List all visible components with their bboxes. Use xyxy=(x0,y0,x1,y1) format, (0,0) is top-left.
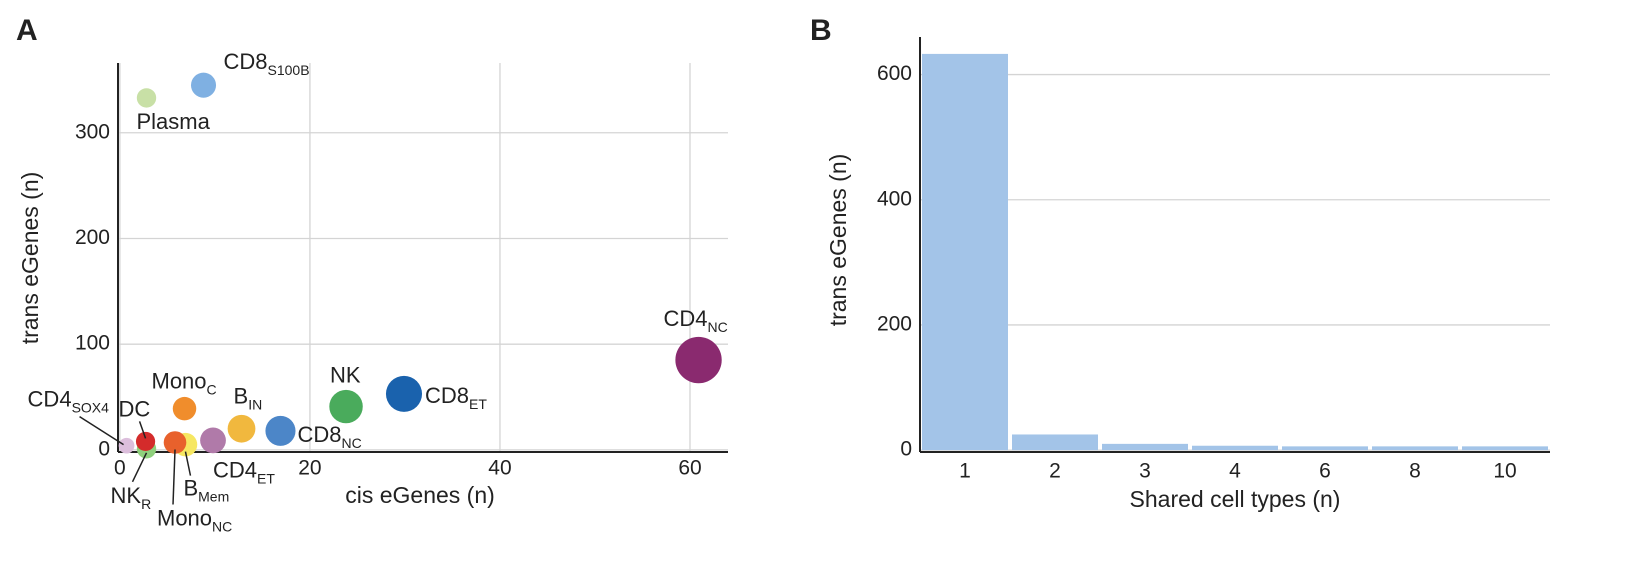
point-label: CD8NC xyxy=(297,422,361,451)
leader-line xyxy=(172,449,176,505)
panel-letter: A xyxy=(16,14,38,47)
point-label-name: CD8 xyxy=(425,383,469,408)
x-tick-label: 4 xyxy=(1229,460,1241,483)
point-label: Plasma xyxy=(137,109,211,134)
point xyxy=(136,88,157,108)
point-label: BMem xyxy=(183,475,229,504)
point-label: MonoC xyxy=(152,368,217,397)
point-label: NKR xyxy=(111,483,152,512)
bar xyxy=(1012,434,1098,451)
point-label: CD8S100B xyxy=(224,49,310,78)
point-label-sub: S100B xyxy=(268,62,310,78)
point-label: BIN xyxy=(234,384,263,413)
y-tick-label: 300 xyxy=(75,120,110,143)
point-label-name: CD4 xyxy=(213,457,257,482)
point-label: MonoNC xyxy=(157,505,232,534)
y-tick-label: 200 xyxy=(75,226,110,249)
point-label-sub: NC xyxy=(708,319,728,335)
point xyxy=(135,431,156,452)
bar xyxy=(1372,446,1458,451)
point-label-name: DC xyxy=(119,396,151,421)
x-tick-label: 6 xyxy=(1319,460,1331,483)
y-tick-label: 0 xyxy=(98,437,110,460)
point xyxy=(172,396,197,421)
point-label: CD4ET xyxy=(213,457,275,486)
x-tick-label: 40 xyxy=(488,457,511,480)
point-label: CD8ET xyxy=(425,383,487,412)
point-label-sub: SOX4 xyxy=(72,399,110,415)
leader-line xyxy=(138,421,147,439)
point xyxy=(385,375,423,412)
bar xyxy=(1192,445,1278,451)
point-label-sub: R xyxy=(141,496,151,512)
point xyxy=(227,414,256,443)
point-label-name: NK xyxy=(111,483,142,508)
point-label-name: Mono xyxy=(152,368,207,393)
point xyxy=(675,336,722,384)
x-tick-label: 2 xyxy=(1049,460,1061,483)
y-tick-label: 600 xyxy=(877,62,912,85)
point xyxy=(329,389,363,424)
point-label-name: NK xyxy=(330,362,361,387)
point-label: DC xyxy=(119,396,151,421)
point-label-name: CD4 xyxy=(28,386,72,411)
point-label-sub: ET xyxy=(469,396,487,412)
bar xyxy=(1462,446,1548,451)
x-tick-label: 1 xyxy=(959,460,971,483)
point-label-sub: Mem xyxy=(198,488,229,504)
leader-line xyxy=(184,451,192,476)
x-tick-label: 8 xyxy=(1409,460,1421,483)
bar xyxy=(1282,446,1368,451)
x-tick-label: 0 xyxy=(114,457,126,480)
point xyxy=(265,415,296,446)
point-label-sub: NC xyxy=(341,435,361,451)
x-tick-label: 10 xyxy=(1493,460,1516,483)
point xyxy=(200,427,226,454)
y-tick-label: 100 xyxy=(75,332,110,355)
point-label-sub: C xyxy=(207,381,217,397)
y-tick-label: 200 xyxy=(877,312,912,335)
point-label-name: B xyxy=(183,475,198,500)
point-label-name: CD4 xyxy=(664,306,708,331)
x-tick-label: 20 xyxy=(298,457,321,480)
point-label: NK xyxy=(330,362,361,387)
point-label-name: Mono xyxy=(157,505,212,530)
x-tick-label: 60 xyxy=(678,457,701,480)
point-label-sub: NC xyxy=(212,518,232,534)
point-label: CD4SOX4 xyxy=(28,386,110,415)
point-label-sub: ET xyxy=(257,470,275,486)
point-label-name: CD8 xyxy=(297,422,341,447)
point xyxy=(190,72,217,98)
x-axis-title: Shared cell types (n) xyxy=(1130,486,1341,512)
point xyxy=(118,437,135,454)
panel-letter: B xyxy=(810,14,832,47)
x-tick-label: 3 xyxy=(1139,460,1151,483)
leader-line xyxy=(131,452,148,483)
point-label-name: B xyxy=(234,384,249,409)
point xyxy=(163,431,187,454)
y-axis-title: trans eGenes (n) xyxy=(17,172,43,345)
point-label-name: CD8 xyxy=(224,49,268,74)
y-axis-title: trans eGenes (n) xyxy=(825,154,851,327)
y-tick-label: 0 xyxy=(900,438,912,461)
point-label-sub: IN xyxy=(248,396,262,412)
point-label-name: Plasma xyxy=(137,109,211,134)
x-axis-title: cis eGenes (n) xyxy=(345,482,495,508)
leader-line xyxy=(79,416,124,446)
bar xyxy=(922,53,1008,451)
bar xyxy=(1102,443,1188,451)
point-label: CD4NC xyxy=(664,306,728,335)
y-tick-label: 400 xyxy=(877,187,912,210)
